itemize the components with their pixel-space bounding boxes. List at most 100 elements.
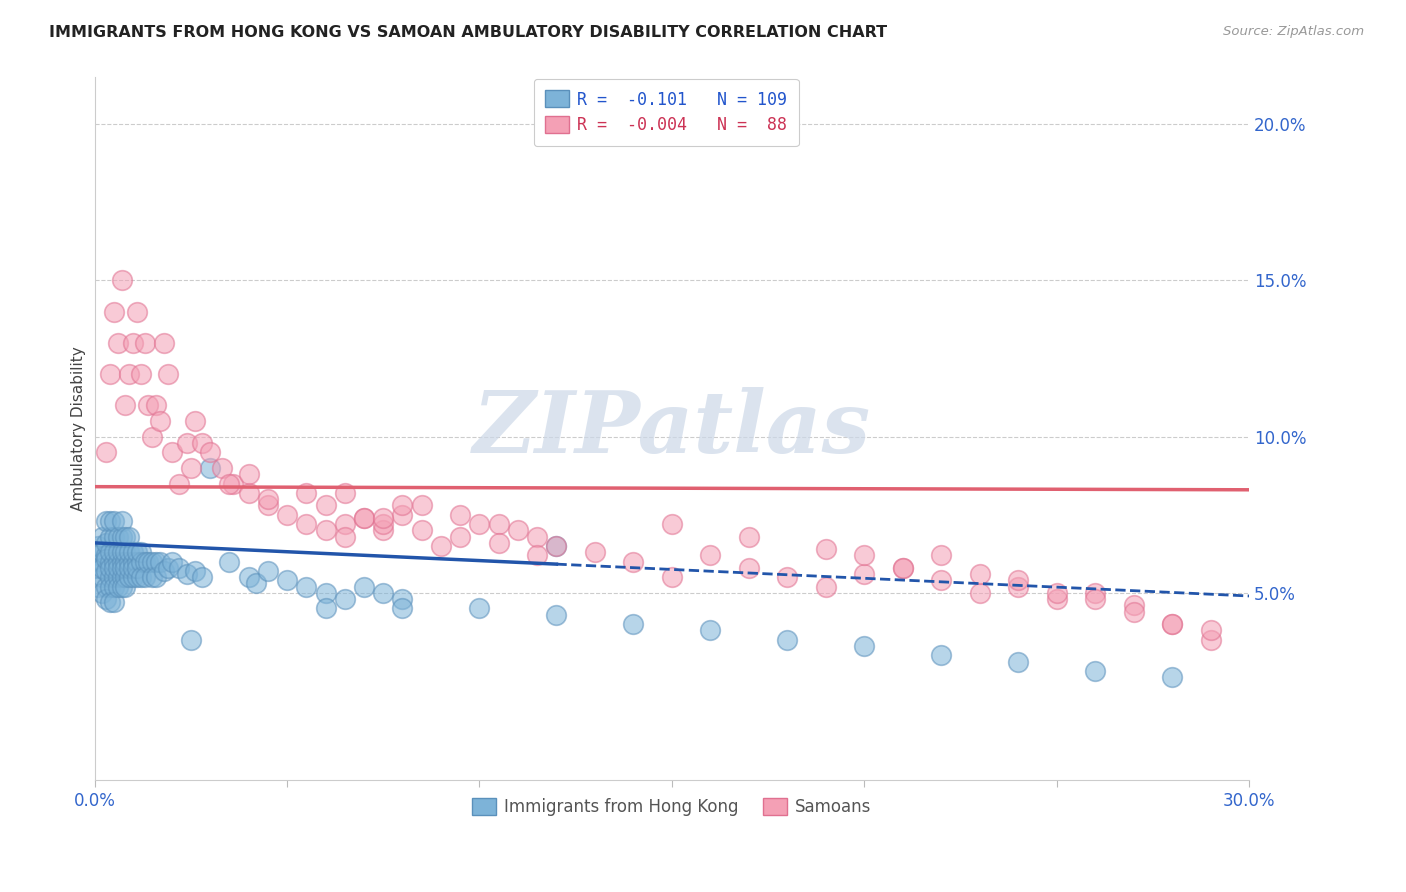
Point [1046, 586, 1069, 600]
Point [110, 580, 132, 594]
Point [315, 524, 337, 538]
Point [333, 486, 356, 500]
Point [738, 561, 761, 575]
Point [110, 530, 132, 544]
Point [180, 461, 202, 475]
Point [94, 549, 117, 563]
Point [94, 536, 117, 550]
Text: Source: ZipAtlas.com: Source: ZipAtlas.com [1223, 25, 1364, 38]
Point [353, 511, 375, 525]
Point [110, 555, 132, 569]
Point [103, 304, 125, 318]
Point [141, 430, 163, 444]
Text: IMMIGRANTS FROM HONG KONG VS SAMOAN AMBULATORY DISABILITY CORRELATION CHART: IMMIGRANTS FROM HONG KONG VS SAMOAN AMBU… [49, 25, 887, 40]
Point [94, 592, 117, 607]
Point [931, 549, 953, 563]
Point [160, 445, 183, 459]
Point [526, 530, 548, 544]
Point [891, 561, 914, 575]
Point [1199, 624, 1222, 638]
Point [110, 545, 132, 559]
Point [183, 414, 205, 428]
Point [1007, 574, 1029, 588]
Point [353, 580, 375, 594]
Point [125, 304, 148, 318]
Point [107, 530, 129, 544]
Point [118, 561, 141, 575]
Point [180, 632, 202, 647]
Point [149, 555, 172, 569]
Point [87, 561, 110, 575]
Point [411, 524, 433, 538]
Point [122, 335, 145, 350]
Point [468, 601, 491, 615]
Point [891, 561, 914, 575]
Point [1161, 617, 1184, 632]
Point [118, 530, 141, 544]
Point [1084, 586, 1107, 600]
Point [98, 595, 121, 609]
Point [814, 580, 837, 594]
Point [353, 511, 375, 525]
Point [103, 595, 125, 609]
Point [125, 570, 148, 584]
Point [141, 570, 163, 584]
Point [110, 273, 132, 287]
Point [256, 564, 278, 578]
Point [1007, 580, 1029, 594]
Y-axis label: Ambulatory Disability: Ambulatory Disability [72, 346, 86, 511]
Point [373, 586, 395, 600]
Point [191, 436, 214, 450]
Point [776, 632, 799, 647]
Text: ZIPatlas: ZIPatlas [472, 387, 870, 471]
Point [391, 508, 413, 522]
Point [107, 570, 129, 584]
Point [1046, 592, 1069, 607]
Point [156, 561, 179, 575]
Point [118, 555, 141, 569]
Point [391, 499, 413, 513]
Point [91, 530, 114, 544]
Point [449, 530, 471, 544]
Point [125, 545, 148, 559]
Point [931, 574, 953, 588]
Point [107, 335, 129, 350]
Point [218, 555, 240, 569]
Point [853, 549, 876, 563]
Point [94, 564, 117, 578]
Point [98, 368, 121, 382]
Point [814, 542, 837, 557]
Point [114, 399, 136, 413]
Point [191, 570, 214, 584]
Point [125, 561, 148, 575]
Point [488, 517, 510, 532]
Point [91, 545, 114, 559]
Point [699, 624, 721, 638]
Point [256, 492, 278, 507]
Point [87, 549, 110, 563]
Point [373, 511, 395, 525]
Point [449, 508, 471, 522]
Point [122, 555, 145, 569]
Point [153, 335, 176, 350]
Point [91, 555, 114, 569]
Point [222, 476, 245, 491]
Point [134, 335, 156, 350]
Point [176, 567, 198, 582]
Point [94, 580, 117, 594]
Point [114, 530, 136, 544]
Point [506, 524, 529, 538]
Point [315, 499, 337, 513]
Point [218, 476, 240, 491]
Point [238, 570, 260, 584]
Point [122, 545, 145, 559]
Point [391, 592, 413, 607]
Point [114, 555, 136, 569]
Point [114, 570, 136, 584]
Point [98, 530, 121, 544]
Point [91, 570, 114, 584]
Point [156, 368, 179, 382]
Point [98, 514, 121, 528]
Point [699, 549, 721, 563]
Point [333, 530, 356, 544]
